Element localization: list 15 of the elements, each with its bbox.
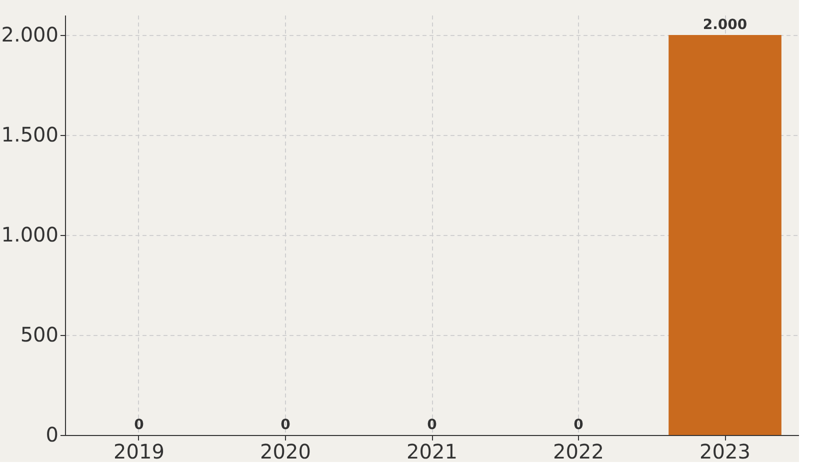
- x-tick-label: 2019: [114, 440, 164, 464]
- data-label: 0: [574, 417, 584, 433]
- y-tick-label: 500: [20, 322, 58, 346]
- data-label: 0: [134, 417, 144, 433]
- data-label: 0: [427, 417, 438, 433]
- x-tick-label: 2022: [553, 440, 604, 464]
- x-tick-label: 2021: [406, 440, 458, 464]
- x-tick-label: 2020: [260, 440, 311, 464]
- y-tick-label: 2.000: [1, 22, 58, 46]
- data-label: 0: [280, 417, 291, 433]
- data-label: 2.000: [702, 17, 748, 33]
- x-tick-label: 2023: [700, 440, 750, 464]
- y-tick-label: 1.500: [1, 122, 58, 146]
- y-tick-label: 1.000: [1, 222, 58, 246]
- y-tick-label: 0: [46, 422, 58, 446]
